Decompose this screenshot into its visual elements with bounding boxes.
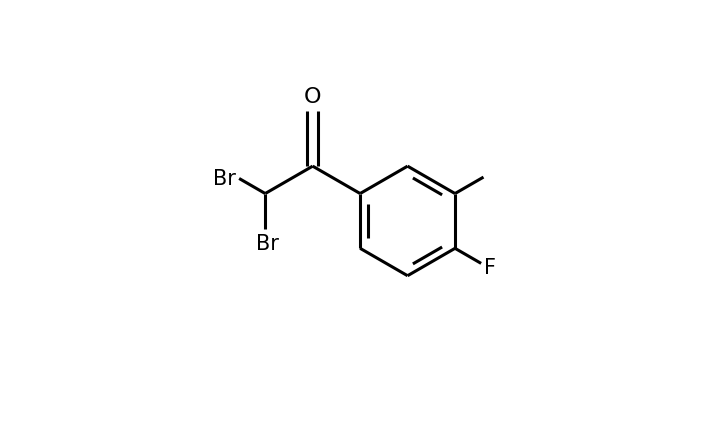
Text: O: O <box>304 87 321 107</box>
Text: Br: Br <box>213 169 236 189</box>
Text: F: F <box>485 257 496 277</box>
Text: Br: Br <box>256 234 278 254</box>
